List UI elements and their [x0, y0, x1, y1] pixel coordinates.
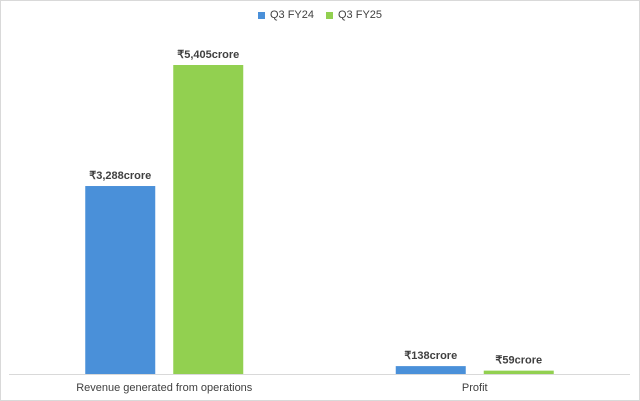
legend-item-q3-fy24: Q3 FY24 [257, 9, 314, 21]
category-label: Profit [462, 382, 488, 394]
data-label: ₹138crore [404, 350, 457, 362]
legend-swatch-q3-fy24 [257, 11, 265, 19]
data-label: ₹5,405crore [177, 49, 239, 61]
bar-q3-fy25-1 [483, 370, 554, 374]
bar-q3-fy24-0 [85, 186, 156, 374]
bar-q3-fy25-0 [173, 65, 244, 374]
data-label: ₹59crore [495, 355, 542, 367]
data-label: ₹3,288crore [89, 170, 151, 182]
legend-label-q3-fy25: Q3 FY25 [338, 9, 383, 21]
category-label: Revenue generated from operations [76, 382, 253, 394]
legend: Q3 FY24 Q3 FY25 [0, 6, 640, 24]
legend-item-q3-fy25: Q3 FY25 [326, 9, 382, 21]
bar-q3-fy24-1 [395, 366, 466, 374]
legend-label-q3-fy24: Q3 FY24 [269, 9, 314, 21]
legend-swatch-q3-fy25 [326, 11, 333, 19]
